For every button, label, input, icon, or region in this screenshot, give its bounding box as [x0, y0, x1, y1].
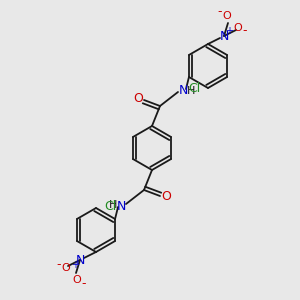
Text: N: N: [75, 254, 85, 266]
Text: H: H: [109, 200, 117, 210]
Text: H: H: [187, 86, 195, 96]
Text: -: -: [82, 278, 86, 290]
Text: O: O: [223, 11, 231, 21]
Text: N: N: [116, 200, 126, 212]
Text: O: O: [61, 263, 70, 273]
Text: N: N: [219, 29, 229, 43]
Text: O: O: [161, 190, 171, 203]
Text: O: O: [133, 92, 143, 106]
Text: -: -: [243, 25, 247, 38]
Text: -: -: [218, 5, 222, 19]
Text: O: O: [73, 275, 81, 285]
Text: -: -: [57, 259, 61, 272]
Text: +: +: [71, 260, 79, 270]
Text: Cl: Cl: [104, 200, 116, 214]
Text: O: O: [234, 23, 242, 33]
Text: +: +: [225, 26, 233, 36]
Text: Cl: Cl: [188, 82, 200, 95]
Text: N: N: [178, 83, 188, 97]
